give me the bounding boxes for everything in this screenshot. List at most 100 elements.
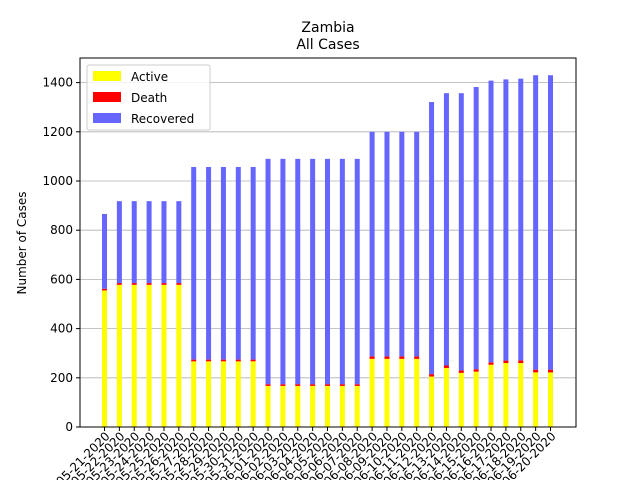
y-tick-label: 400 <box>50 322 73 336</box>
legend-swatch-recovered <box>93 113 121 123</box>
bar-recovered <box>503 79 509 361</box>
bar-recovered <box>220 166 226 360</box>
y-tick-label: 600 <box>50 272 73 286</box>
bar-recovered <box>429 102 435 375</box>
bar-recovered <box>399 131 405 357</box>
bar-active <box>220 361 226 427</box>
bar-recovered <box>414 131 420 357</box>
bar-recovered <box>548 75 553 370</box>
bar-active <box>325 385 330 427</box>
bar-recovered <box>131 201 137 284</box>
bar-active <box>116 284 122 427</box>
bar-active <box>310 385 316 427</box>
y-tick-label: 200 <box>50 371 73 385</box>
bar-death <box>161 283 167 285</box>
bar-active <box>161 284 167 427</box>
legend-swatch-death <box>93 92 121 102</box>
bar-recovered <box>354 158 360 385</box>
y-axis-ticks: 0 200 400 600 800 1000 1200 1400 <box>42 76 80 434</box>
bar-death <box>265 384 271 386</box>
bar-active <box>488 364 494 427</box>
bar-active <box>102 290 107 427</box>
legend-swatch-active <box>93 71 121 81</box>
bar-death <box>220 359 226 362</box>
y-tick-label: 1200 <box>42 125 73 139</box>
bar-recovered <box>533 75 539 370</box>
bar-recovered <box>458 93 464 371</box>
y-tick-label: 0 <box>65 420 73 434</box>
bar-recovered <box>488 80 494 363</box>
bar-active <box>146 284 152 427</box>
bar-active <box>235 361 241 427</box>
bar-active <box>533 372 539 427</box>
chart-subtitle: All Cases <box>296 37 359 53</box>
y-tick-label: 1400 <box>42 76 73 90</box>
bar-death <box>131 283 137 285</box>
bar-active <box>414 358 420 427</box>
bar-recovered <box>206 166 212 360</box>
bar-death <box>399 356 405 359</box>
bar-active <box>399 358 405 427</box>
bar-death <box>191 359 197 362</box>
bar-recovered <box>250 166 256 360</box>
bar-death <box>235 359 241 362</box>
bar-active <box>429 376 435 427</box>
y-tick-label: 1000 <box>42 174 73 188</box>
bar-death <box>533 369 539 373</box>
bar-death <box>280 384 286 386</box>
x-axis-ticks: 05-21-202005-22-202005-23-202005-24-2020… <box>53 427 559 485</box>
y-tick-label: 800 <box>50 223 73 237</box>
bar-active <box>191 361 197 427</box>
bar-death <box>384 356 390 359</box>
bar-active <box>250 361 256 427</box>
bar-recovered <box>146 201 152 284</box>
bar-recovered <box>443 93 449 366</box>
bar-active <box>458 372 464 427</box>
bar-death <box>146 283 152 285</box>
bar-active <box>131 284 137 427</box>
bar-recovered <box>369 131 375 357</box>
bar-active <box>295 385 301 427</box>
bar-death <box>206 359 212 362</box>
bar-death <box>102 288 107 291</box>
bar-active <box>473 371 479 427</box>
bar-active <box>339 385 345 427</box>
bar-death <box>414 356 420 359</box>
legend-label-active: Active <box>131 70 168 84</box>
bar-death <box>116 283 122 285</box>
bar-death <box>339 384 345 386</box>
bar-death <box>369 356 375 359</box>
bar-recovered <box>191 166 197 360</box>
bar-recovered <box>176 201 182 284</box>
bar-death <box>176 283 182 285</box>
bar-recovered <box>384 131 390 357</box>
bar-death <box>354 384 360 386</box>
bar-death <box>250 359 256 362</box>
bar-active <box>206 361 212 427</box>
bar-death <box>325 384 330 386</box>
bar-active <box>503 363 509 427</box>
bar-active <box>548 372 553 427</box>
bar-recovered <box>325 158 330 385</box>
bar-death <box>295 384 301 386</box>
bar-death <box>429 374 435 377</box>
bar-recovered <box>339 158 345 385</box>
bars <box>102 75 553 427</box>
legend-label-recovered: Recovered <box>131 112 194 126</box>
bar-death <box>503 360 509 364</box>
legend-label-death: Death <box>131 91 167 105</box>
bar-recovered <box>310 158 316 385</box>
bar-active <box>518 363 524 427</box>
bar-recovered <box>235 166 241 360</box>
bar-recovered <box>280 158 286 385</box>
bar-death <box>488 362 494 365</box>
bar-death <box>518 360 524 364</box>
bar-active <box>265 385 271 427</box>
bar-active <box>354 385 360 427</box>
bar-recovered <box>473 87 479 370</box>
bar-recovered <box>265 158 271 385</box>
bar-active <box>176 284 182 427</box>
bar-recovered <box>116 201 122 284</box>
